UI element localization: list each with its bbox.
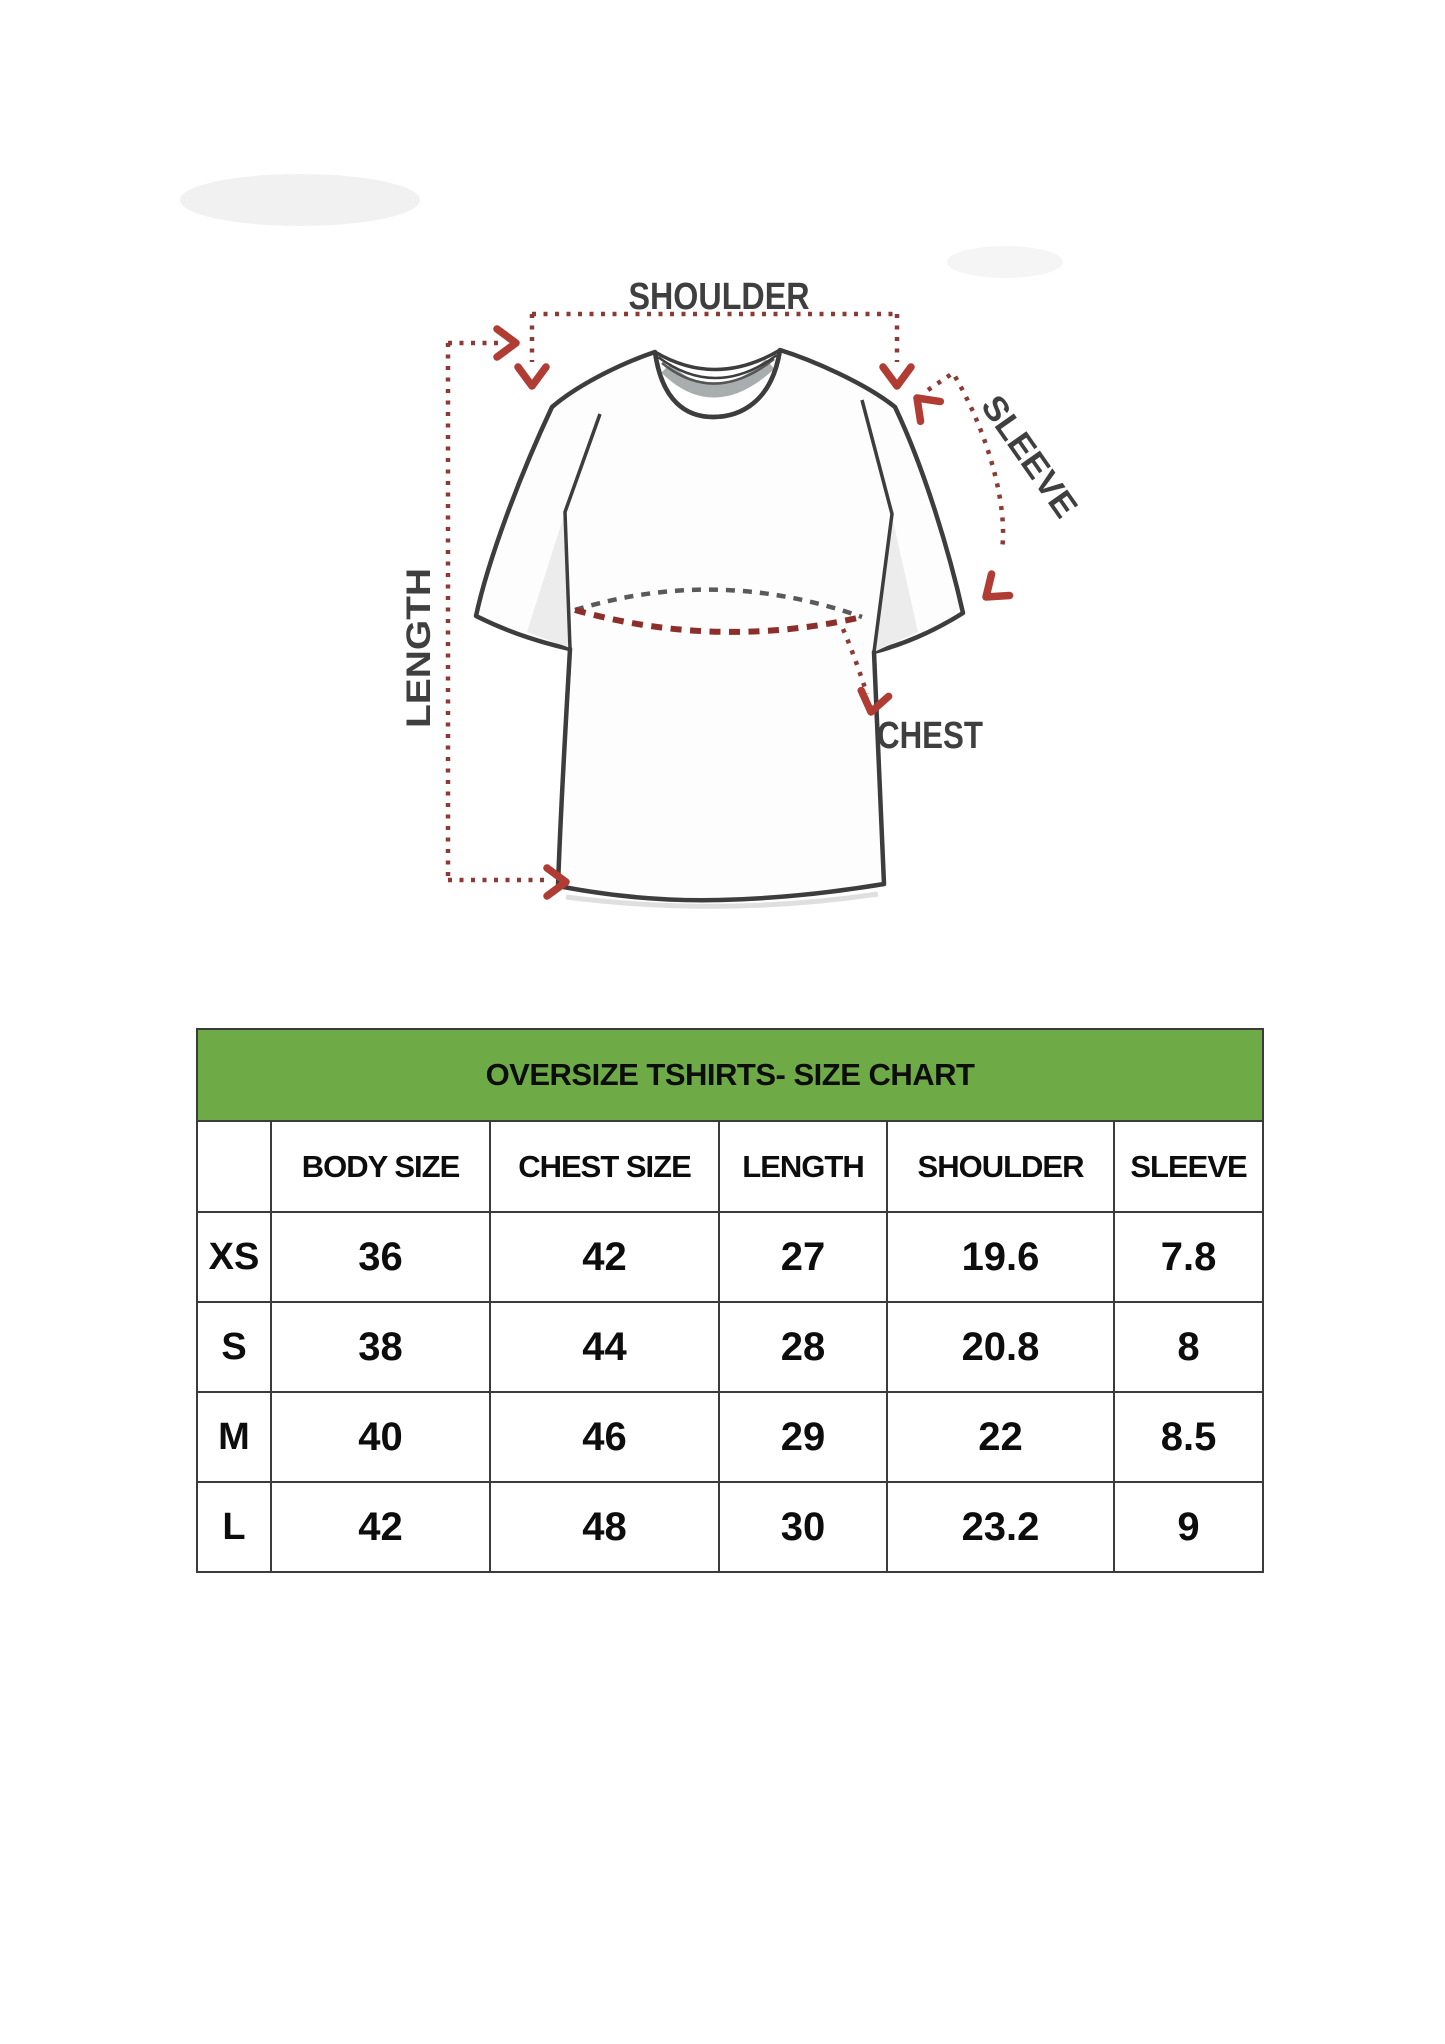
- cell-xs-shoulder: 19.6: [886, 1211, 1115, 1303]
- row-label-m: M: [196, 1391, 272, 1483]
- right-underarm-shade: [874, 512, 918, 652]
- cell-s-chest-size: 44: [489, 1301, 720, 1393]
- collar-band-arc: [657, 353, 778, 380]
- chest-label: CHEST: [877, 715, 983, 757]
- column-header-body-size: BODY SIZE: [270, 1120, 491, 1213]
- column-header-chest-size: CHEST SIZE: [489, 1120, 720, 1213]
- sleeve-dotted-line: [926, 369, 1006, 551]
- sleeve-label: SLEEVE: [973, 388, 1084, 524]
- collar-back-arc: [654, 348, 781, 372]
- smudge-top-left: [180, 174, 420, 226]
- left-underarm-shade: [527, 512, 570, 648]
- column-header-length: LENGTH: [718, 1120, 888, 1213]
- sleeve-top-arrow: [907, 388, 940, 421]
- row-label-xs: XS: [196, 1211, 272, 1303]
- tshirt-outline: [473, 347, 966, 903]
- column-header-size: [196, 1120, 272, 1213]
- row-label-s: S: [196, 1301, 272, 1393]
- background-smudges: [180, 174, 1063, 278]
- table-title: OVERSIZE TSHIRTS- SIZE CHART: [195, 1028, 1265, 1122]
- cell-m-sleeve: 8.5: [1112, 1391, 1265, 1483]
- table-title-row: OVERSIZE TSHIRTS- SIZE CHART: [195, 1028, 1265, 1122]
- right-shoulder-seam: [860, 399, 894, 653]
- size-chart-table: OVERSIZE TSHIRTS- SIZE CHART BODY SIZE C…: [195, 1028, 1265, 1573]
- cell-m-length: 29: [718, 1391, 888, 1483]
- table-row-xs: XS 36 42 27 19.6 7.8: [196, 1211, 1265, 1303]
- length-top-arrow: [497, 329, 516, 357]
- cell-xs-sleeve: 7.8: [1112, 1211, 1265, 1303]
- left-shoulder-seam: [563, 413, 602, 649]
- table-row-s: S 38 44 28 20.8 8: [196, 1301, 1265, 1393]
- column-header-shoulder: SHOULDER: [886, 1120, 1115, 1213]
- cell-m-shoulder: 22: [886, 1391, 1115, 1483]
- collar-inner-line: [661, 358, 775, 385]
- table-header-row: BODY SIZE CHEST SIZE LENGTH SHOULDER SLE…: [196, 1120, 1265, 1213]
- cell-l-chest-size: 48: [489, 1481, 720, 1573]
- hem-shadow: [565, 891, 879, 909]
- table-row-m: M 40 46 29 22 8.5: [196, 1391, 1265, 1483]
- shoulder-left-arrow: [518, 367, 546, 386]
- column-header-sleeve: SLEEVE: [1112, 1120, 1265, 1213]
- table-row-l: L 42 48 30 23.2 9: [196, 1481, 1265, 1573]
- chest-ellipse-bottom-arc: [574, 607, 863, 635]
- cell-s-shoulder: 20.8: [886, 1301, 1115, 1393]
- cell-s-sleeve: 8: [1112, 1301, 1265, 1393]
- tshirt-graphic: [473, 347, 966, 909]
- cell-m-chest-size: 46: [489, 1391, 720, 1483]
- collar-inner-shade: [661, 359, 775, 398]
- cell-l-shoulder: 23.2: [886, 1481, 1115, 1573]
- sleeve-bottom-arrow: [977, 574, 1010, 608]
- chest-pointer-dotted-line: [840, 628, 870, 695]
- cell-xs-body-size: 36: [270, 1211, 491, 1303]
- cell-s-body-size: 38: [270, 1301, 491, 1393]
- cell-s-length: 28: [718, 1301, 888, 1393]
- shoulder-label: SHOULDER: [629, 276, 810, 318]
- cell-l-body-size: 42: [270, 1481, 491, 1573]
- tshirt-measurement-diagram: SHOULDER LENGTH SLEEVE CHEST: [180, 174, 1085, 909]
- cell-xs-length: 27: [718, 1211, 888, 1303]
- measure-dotted-lines: [445, 311, 1006, 883]
- length-label: LENGTH: [400, 568, 438, 728]
- cell-m-body-size: 40: [270, 1391, 491, 1483]
- cell-l-sleeve: 9: [1112, 1481, 1265, 1573]
- cell-xs-chest-size: 42: [489, 1211, 720, 1303]
- chest-ellipse-top-arc: [574, 587, 863, 620]
- shoulder-right-arrow: [883, 367, 911, 386]
- smudge-top-right: [947, 246, 1063, 278]
- row-label-l: L: [196, 1481, 272, 1573]
- collar-outer-neckline: [652, 349, 783, 420]
- cell-l-length: 30: [718, 1481, 888, 1573]
